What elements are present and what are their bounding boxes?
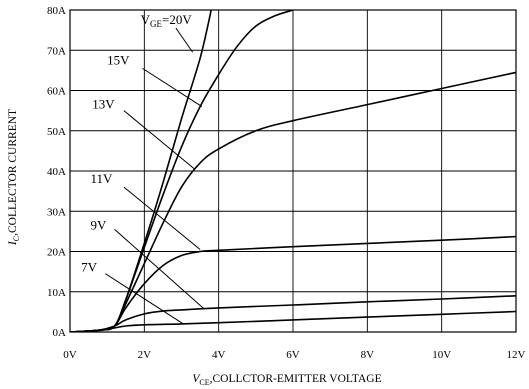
curve-label: 9V [90,217,107,232]
curve-labels: VGE=20V 15V 13V 11V 9V 7V [81,12,192,275]
y-axis-title: IC,COLLECTOR CURRENT [7,109,21,246]
x-tick-label: 2V [138,349,152,361]
x-tick-label: 8V [361,349,375,361]
curve-label-sub: GE [150,19,162,29]
curve-label-main: 15V [107,52,130,67]
y-tick-label: 10A [47,287,66,299]
grid [69,9,517,333]
label-leader-line [114,228,205,310]
curve-label-main: V [141,12,151,27]
y-axis-title-sub: C [12,236,21,241]
curve-label: 13V [92,97,115,112]
y-tick-label: 0A [53,327,67,339]
y-axis-title-rest: ,COLLECTOR CURRENT [7,109,19,236]
label-leader-line [175,27,194,53]
curves [70,10,516,332]
x-tick-label: 0V [63,349,77,361]
x-tick-label: 12V [507,349,526,361]
curve-label-rest: =20V [162,12,192,27]
curve-label: VGE=20V [141,12,193,29]
x-tick-label: 10V [432,349,451,361]
label-leader-line [123,186,201,250]
y-tick-label: 80A [47,5,66,17]
curve-label-main: 9V [90,217,107,232]
series-line-7v [70,310,516,332]
x-axis-title-main: V [192,373,201,385]
label-leader-line [142,67,203,108]
x-tick-labels: 0V 2V 4V 6V 8V 10V 12V [63,349,525,361]
x-tick-label: 4V [212,349,226,361]
y-tick-label: 20A [47,247,66,259]
y-tick-label: 30A [47,206,66,218]
y-tick-labels: 0A 10A 20A 30A 40A 50A 60A 70A 80A [47,5,66,339]
series-line-9v [70,295,516,332]
curve-label: 15V [107,52,130,67]
y-tick-label: 50A [47,126,66,138]
curve-label: 7V [81,260,98,275]
y-tick-label: 60A [47,86,66,98]
label-leader-line [123,110,195,170]
plot-frame [69,9,517,333]
y-axis-title-main: I [7,240,19,246]
x-axis-title-sub: CE [199,378,209,387]
y-tick-label: 70A [47,45,66,57]
curve-label-main: 7V [81,260,98,275]
curve-label: 11V [90,171,113,186]
label-leader-line [105,273,184,325]
label-leaders [105,27,205,325]
y-tick-label: 40A [47,166,66,178]
x-axis-title-rest: ,COLLCTOR-EMITTER VOLTAGE [210,373,382,385]
curve-label-main: 13V [92,97,115,112]
x-tick-label: 6V [286,349,300,361]
x-axis-title: VCE,COLLCTOR-EMITTER VOLTAGE [192,373,381,387]
curve-label-main: 11V [90,171,113,186]
